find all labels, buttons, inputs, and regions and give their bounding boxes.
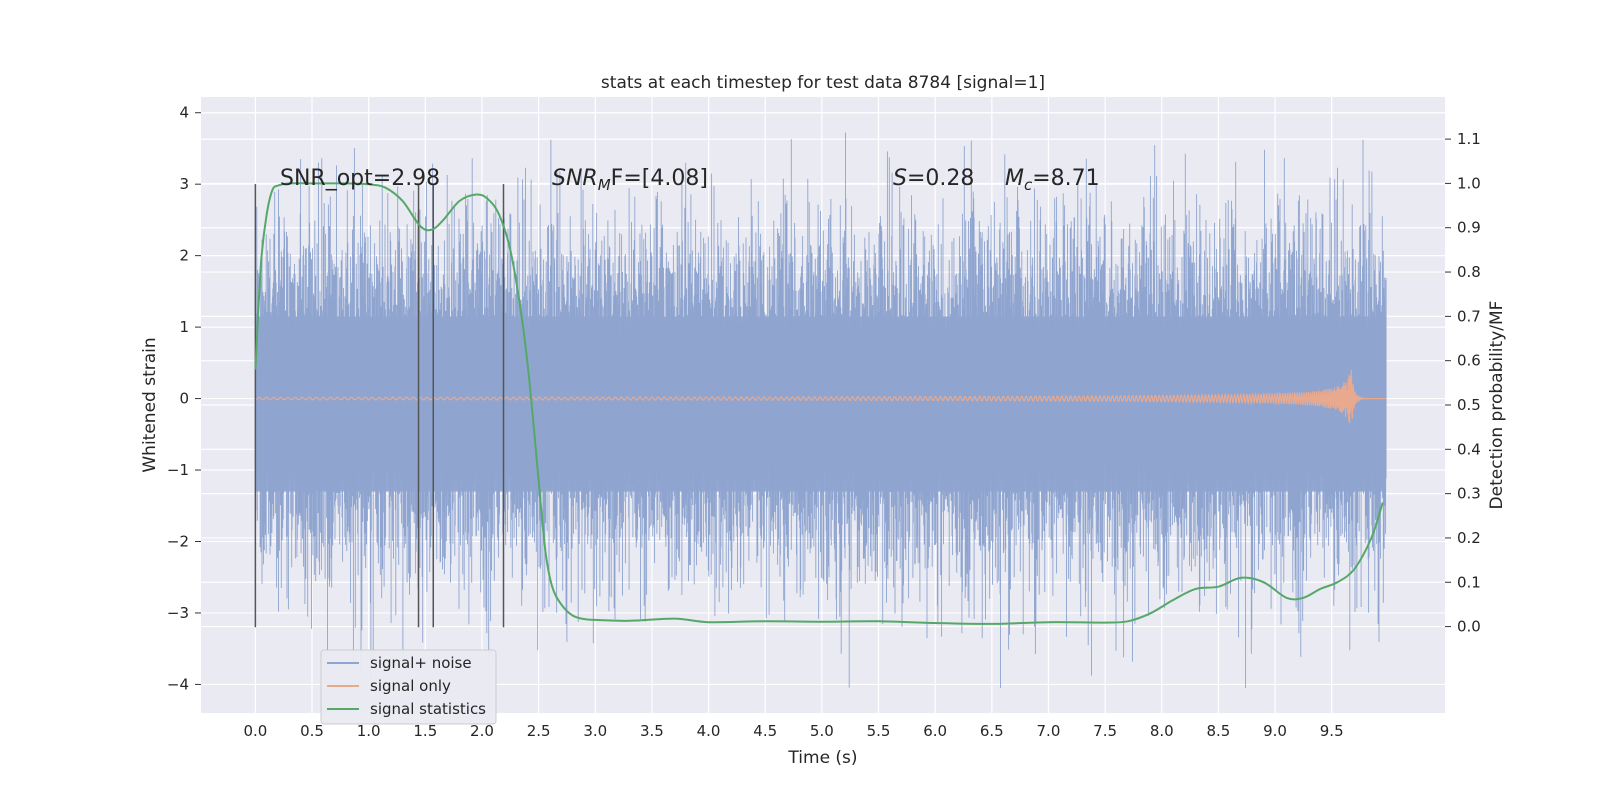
x-tick-label: 2.0 <box>470 722 494 740</box>
legend: signal+ noise signal only signal statist… <box>320 649 497 725</box>
y-right-tick-label: 0.1 <box>1457 573 1481 591</box>
x-tick-label: 3.0 <box>583 722 607 740</box>
y-axis-label: Whitened strain <box>140 337 160 472</box>
x-tick-label: 3.5 <box>640 722 664 740</box>
chart-title: stats at each timestep for test data 878… <box>601 73 1045 93</box>
y-tick-label: −2 <box>167 532 189 550</box>
annotation-s-rest: =0.28 <box>907 166 974 191</box>
vertical-markers <box>254 184 505 628</box>
y-right-tick-label: 0.6 <box>1457 352 1481 370</box>
y-tick-label: −1 <box>167 461 189 479</box>
y-tick-label: −4 <box>167 675 189 693</box>
statistics-curve <box>254 182 1384 625</box>
annotation-s-italic: S <box>893 166 907 191</box>
x-tick-label: 7.5 <box>1093 722 1117 740</box>
y-right-tick-label: 0.5 <box>1457 396 1481 414</box>
chirp-trace <box>255 369 1387 424</box>
x-tick-label: 4.0 <box>697 722 721 740</box>
annotation-snr-mf: SNRMF=[4.08] <box>552 166 708 194</box>
series-signal-statistics <box>254 182 1384 625</box>
annotation-mc-rest: =8.71 <box>1032 166 1099 191</box>
x-tick-label: 0.5 <box>300 722 324 740</box>
y-right-tick-label: 1.1 <box>1457 130 1481 148</box>
x-tick-label: 6.5 <box>980 722 1004 740</box>
x-tick-label: 6.0 <box>923 722 947 740</box>
annotation-s: S=0.28 <box>893 166 974 191</box>
legend-label-signal-plus-noise: signal+ noise <box>370 654 472 672</box>
legend-label-signal-statistics: signal statistics <box>370 700 486 718</box>
y-axis-right-label: Detection probability/MF <box>1487 301 1507 510</box>
x-axis-ticks: 0.0 0.5 1.0 1.5 2.0 2.5 3.0 3.5 4.0 4.5 5.0 5.5 6.0 6… <box>243 722 1343 740</box>
y-tick-label: 4 <box>179 104 189 122</box>
y-axis-ticks: −4 −3 −2 −1 0 1 2 3 4 <box>167 104 201 693</box>
x-tick-label: 1.5 <box>413 722 437 740</box>
y-right-tick-label: 0.0 <box>1457 618 1481 636</box>
annotation-snr-mf-italic: SNR <box>552 166 598 191</box>
x-tick-label: 2.5 <box>527 722 551 740</box>
y-tick-label: −3 <box>167 604 189 622</box>
x-tick-label: 4.5 <box>753 722 777 740</box>
x-tick-label: 5.5 <box>867 722 891 740</box>
y-right-tick-label: 0.9 <box>1457 219 1481 237</box>
x-tick-label: 9.0 <box>1263 722 1287 740</box>
x-tick-label: 5.0 <box>810 722 834 740</box>
x-tick-label: 9.5 <box>1320 722 1344 740</box>
annotation-snr-opt: SNR_opt=2.98 <box>280 166 440 191</box>
annotation-mc-italic: M <box>1005 166 1024 191</box>
y-right-tick-label: 0.8 <box>1457 263 1481 281</box>
y-right-tick-label: 1.0 <box>1457 174 1481 192</box>
series-signal-plus-noise <box>254 132 1387 688</box>
x-tick-label: 0.0 <box>243 722 267 740</box>
y-tick-label: 0 <box>179 390 189 408</box>
annotation-snr-mf-rest: F=[4.08] <box>611 166 708 191</box>
annotation-mc-sub: c <box>1024 176 1033 194</box>
legend-frame <box>320 649 497 725</box>
annotation-mc: Mc=8.71 <box>1005 166 1100 194</box>
y-tick-label: 3 <box>179 175 189 193</box>
x-tick-label: 8.5 <box>1206 722 1230 740</box>
y-right-tick-label: 0.2 <box>1457 529 1481 547</box>
y-right-tick-label: 0.4 <box>1457 440 1481 458</box>
y-tick-label: 1 <box>179 318 189 336</box>
x-tick-label: 8.0 <box>1150 722 1174 740</box>
y-right-tick-label: 0.7 <box>1457 307 1481 325</box>
y-right-tick-label: 0.3 <box>1457 485 1481 503</box>
x-tick-label: 7.0 <box>1037 722 1061 740</box>
x-axis-label: Time (s) <box>787 748 857 768</box>
series-signal-only <box>255 369 1387 424</box>
annotation-snr-mf-sub: M <box>598 176 611 194</box>
y-tick-label: 2 <box>179 247 189 265</box>
legend-label-signal-only: signal only <box>370 677 451 695</box>
x-tick-label: 1.0 <box>357 722 381 740</box>
y-axis-right-ticks: 0.0 0.1 0.2 0.3 0.4 0.5 0.6 0.7 0.8 0.9 1.0 1.1 <box>1445 130 1481 636</box>
